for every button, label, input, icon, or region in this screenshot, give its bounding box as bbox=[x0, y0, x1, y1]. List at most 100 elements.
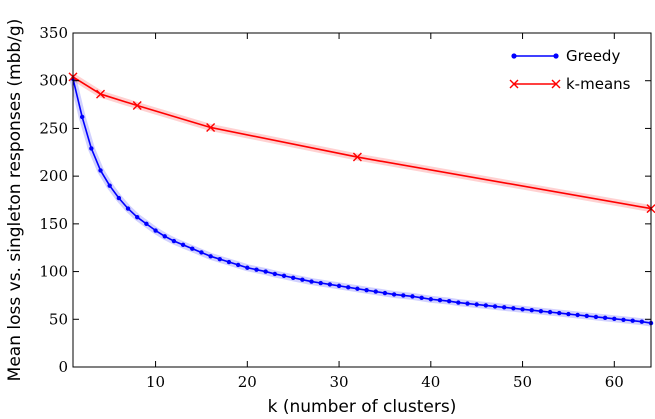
data-point bbox=[300, 277, 305, 282]
data-point bbox=[107, 183, 112, 188]
data-point bbox=[226, 259, 232, 265]
data-point bbox=[190, 246, 195, 251]
series-markers bbox=[68, 72, 655, 326]
data-point bbox=[135, 214, 140, 220]
data-point bbox=[520, 307, 525, 312]
legend: Greedy k-means bbox=[509, 47, 631, 93]
plot-area-frame bbox=[72, 32, 652, 368]
legend-marker-kmeans bbox=[509, 79, 519, 89]
data-point bbox=[446, 298, 452, 304]
data-point bbox=[547, 309, 553, 315]
data-point bbox=[465, 301, 470, 306]
x-tick-label: 60 bbox=[605, 373, 624, 391]
y-tick-label: 0 bbox=[58, 358, 68, 376]
data-point bbox=[263, 269, 268, 274]
data-point bbox=[144, 221, 149, 227]
y-axis-ticks: 0 50 100 150 200 250 300 350 bbox=[39, 24, 651, 376]
series-lines bbox=[72, 76, 652, 324]
data-point bbox=[474, 302, 479, 307]
x-tick-label: 10 bbox=[146, 373, 165, 391]
data-point bbox=[208, 254, 213, 259]
data-point bbox=[272, 271, 278, 277]
data-point bbox=[593, 314, 599, 320]
legend-marker-kmeans bbox=[551, 79, 561, 89]
data-point bbox=[162, 234, 167, 239]
data-point bbox=[483, 303, 489, 308]
data-point bbox=[245, 265, 250, 270]
marker-stroke bbox=[551, 79, 561, 89]
data-point bbox=[428, 297, 434, 302]
data-point bbox=[557, 310, 562, 316]
data-point bbox=[639, 319, 645, 324]
data-point bbox=[327, 282, 333, 287]
y-tick-label: 150 bbox=[39, 215, 68, 233]
x-tick-label: 50 bbox=[513, 373, 532, 391]
marker-stroke bbox=[206, 122, 216, 132]
x-tick-label: 30 bbox=[330, 373, 349, 391]
data-point bbox=[511, 306, 516, 311]
data-point bbox=[346, 285, 351, 290]
data-point bbox=[352, 152, 362, 162]
y-tick-label: 200 bbox=[39, 167, 68, 185]
data-point bbox=[318, 280, 323, 286]
data-point bbox=[391, 292, 397, 297]
legend-label-kmeans: k-means bbox=[566, 75, 631, 93]
marker-stroke bbox=[96, 89, 106, 99]
data-point bbox=[96, 89, 106, 99]
confidence-bands bbox=[69, 73, 652, 327]
data-point bbox=[206, 122, 216, 132]
y-tick-label: 250 bbox=[39, 119, 68, 137]
x-axis-label: k (number of clusters) bbox=[268, 397, 457, 417]
marker-stroke bbox=[352, 152, 362, 162]
data-point bbox=[575, 312, 580, 318]
data-point bbox=[336, 283, 342, 289]
data-point bbox=[566, 311, 571, 317]
y-tick-label: 350 bbox=[39, 24, 68, 42]
data-point bbox=[612, 316, 617, 322]
marker-stroke bbox=[132, 101, 142, 111]
data-point bbox=[79, 114, 85, 120]
marker-stroke bbox=[509, 79, 519, 89]
series-line bbox=[72, 78, 652, 324]
y-tick-label: 300 bbox=[39, 72, 68, 90]
data-point bbox=[492, 304, 498, 309]
data-point bbox=[382, 290, 388, 296]
data-point bbox=[309, 279, 314, 284]
data-point bbox=[621, 317, 626, 322]
legend-label-greedy: Greedy bbox=[566, 47, 620, 65]
data-point bbox=[171, 238, 177, 244]
legend-marker-greedy bbox=[511, 53, 517, 59]
data-point bbox=[153, 228, 158, 233]
data-point bbox=[290, 275, 296, 280]
data-point bbox=[502, 305, 507, 310]
x-tick-label: 20 bbox=[238, 373, 257, 391]
data-point bbox=[132, 101, 142, 111]
data-point bbox=[254, 267, 259, 272]
data-point bbox=[89, 146, 94, 151]
series-band bbox=[71, 73, 652, 213]
data-point bbox=[180, 242, 186, 248]
data-point bbox=[373, 289, 378, 294]
data-point bbox=[364, 287, 369, 293]
data-point bbox=[401, 293, 406, 298]
y-tick-label: 50 bbox=[49, 310, 68, 328]
data-point bbox=[125, 206, 131, 211]
data-point bbox=[116, 195, 122, 201]
data-point bbox=[199, 250, 204, 255]
x-tick-label: 40 bbox=[421, 373, 440, 391]
data-point bbox=[281, 273, 287, 279]
data-point bbox=[98, 168, 103, 173]
data-point bbox=[437, 298, 443, 303]
x-axis-ticks: 10 20 30 40 50 60 bbox=[146, 33, 624, 391]
data-point bbox=[630, 318, 635, 323]
data-point bbox=[529, 308, 534, 313]
y-axis-label: Mean loss vs. singleton responses (mbb/g… bbox=[5, 19, 25, 382]
data-point bbox=[235, 262, 241, 268]
series-line bbox=[72, 76, 652, 210]
data-point bbox=[602, 315, 608, 321]
data-point bbox=[355, 286, 360, 291]
data-point bbox=[217, 256, 222, 262]
data-point bbox=[584, 313, 589, 319]
y-tick-label: 100 bbox=[39, 263, 68, 281]
